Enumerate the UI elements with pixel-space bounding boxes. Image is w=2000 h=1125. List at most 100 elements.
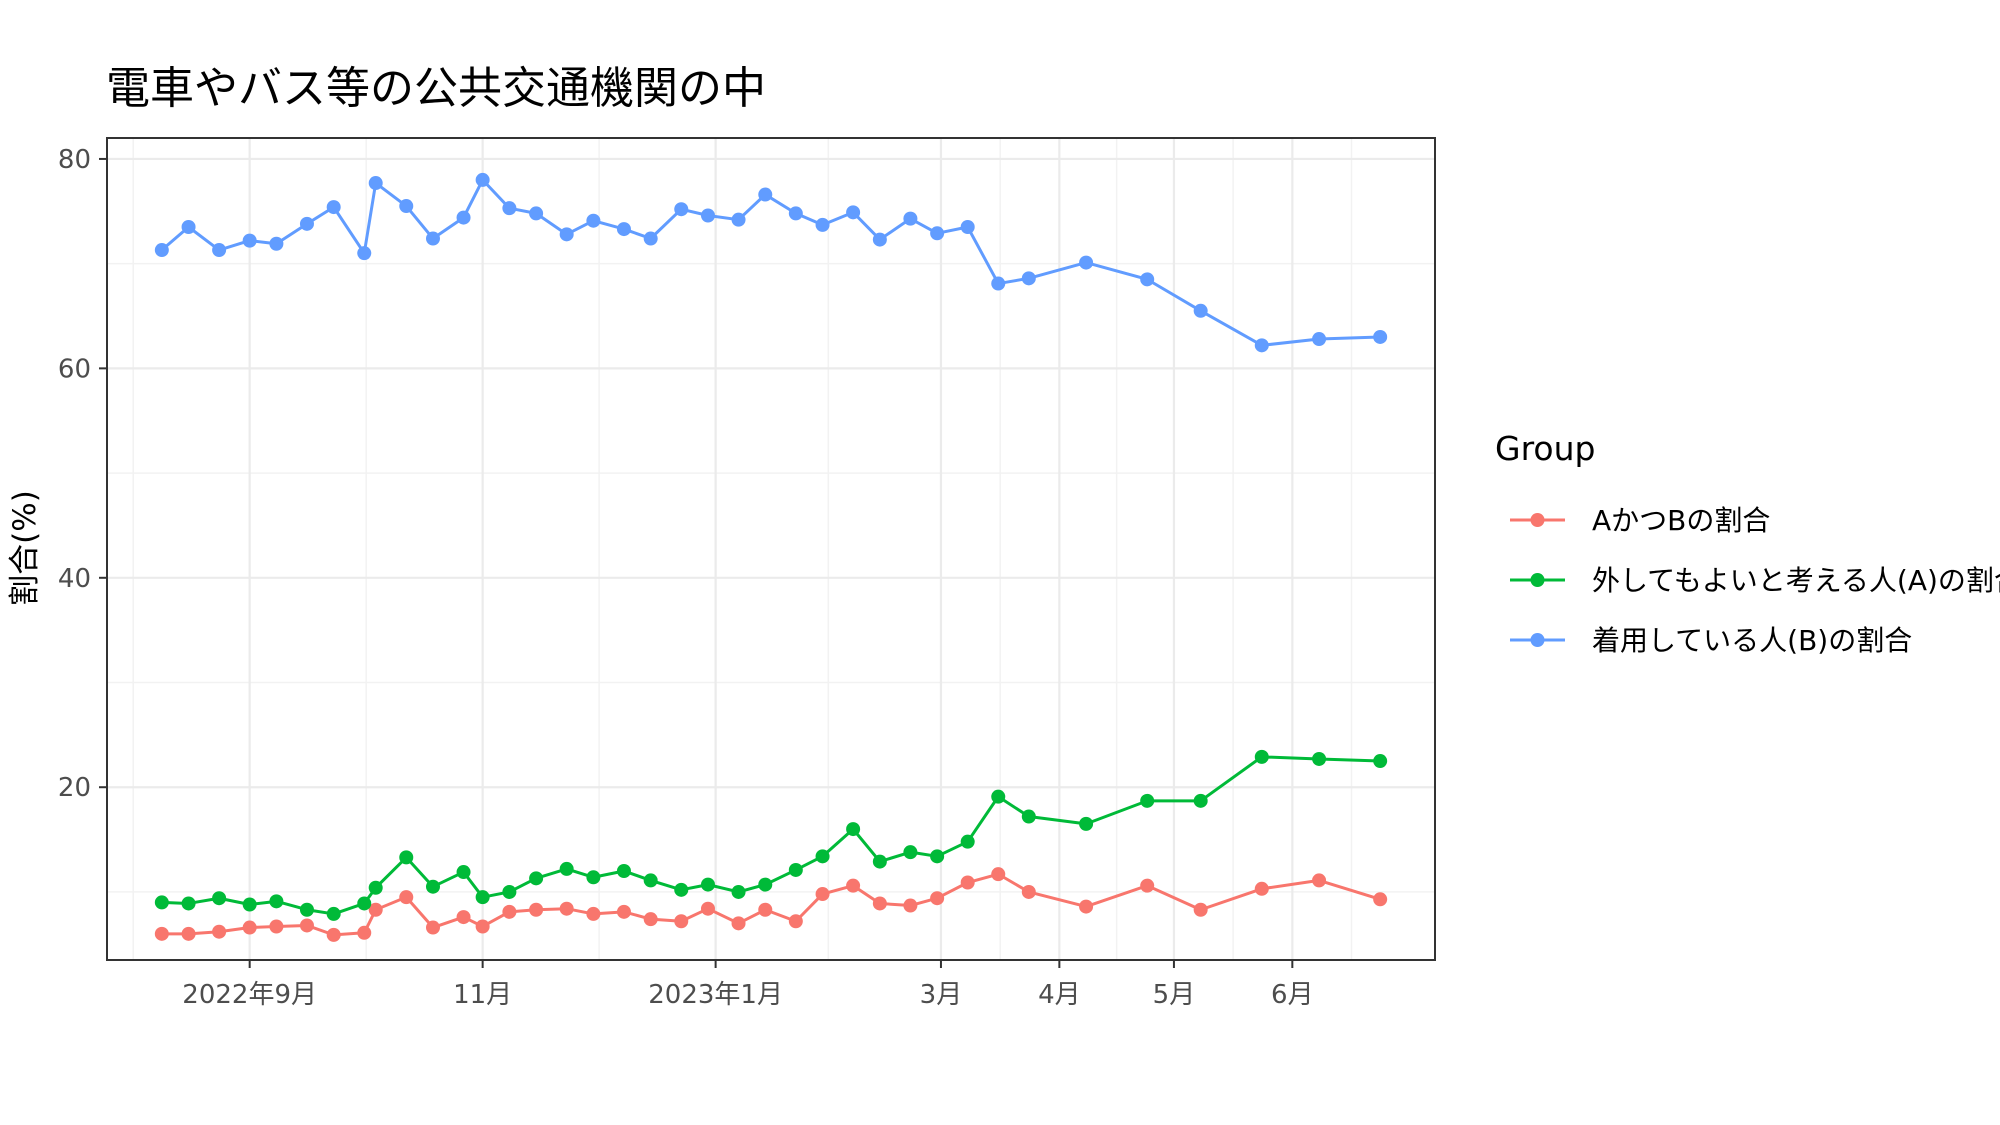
data-point <box>1140 793 1155 808</box>
legend-label-1: AかつBの割合 <box>1592 504 1770 537</box>
data-point <box>326 927 341 942</box>
legend-point-3 <box>1530 633 1545 647</box>
legend-point-2 <box>1530 573 1545 587</box>
data-point <box>872 854 887 869</box>
data-point <box>788 914 803 929</box>
data-point <box>643 873 658 888</box>
data-point <box>960 834 975 849</box>
data-point <box>758 877 773 892</box>
data-point <box>616 904 631 919</box>
data-point <box>368 176 383 191</box>
data-point <box>269 236 284 251</box>
y-tick-label: 40 <box>58 564 91 594</box>
data-point <box>1373 329 1388 344</box>
data-point <box>1021 271 1036 286</box>
data-point <box>326 906 341 921</box>
data-point <box>154 926 169 941</box>
data-point <box>991 276 1006 291</box>
legend-point-1 <box>1530 513 1545 527</box>
data-point <box>700 901 715 916</box>
data-point <box>960 220 975 235</box>
data-point <box>991 867 1006 882</box>
data-point <box>1140 272 1155 287</box>
data-point <box>529 206 544 221</box>
data-point <box>643 231 658 246</box>
data-point <box>475 172 490 187</box>
data-point <box>456 910 471 925</box>
data-point <box>357 896 372 911</box>
x-tick-label: 4月 <box>1038 980 1081 1010</box>
data-point <box>1079 816 1094 831</box>
data-point <box>242 920 257 935</box>
data-point <box>788 862 803 877</box>
data-point <box>368 880 383 895</box>
data-point <box>586 870 601 885</box>
data-point <box>846 822 861 837</box>
data-point <box>643 912 658 927</box>
data-point <box>181 926 196 941</box>
data-point <box>529 871 544 886</box>
data-point <box>930 226 945 241</box>
grid-lines <box>107 138 1435 960</box>
data-point <box>788 206 803 221</box>
data-point <box>1312 873 1327 888</box>
plot-border <box>106 137 1436 961</box>
data-point <box>269 894 284 909</box>
data-point <box>559 861 574 876</box>
data-point <box>1079 255 1094 270</box>
plot-panel <box>107 138 1435 960</box>
x-tick-label: 2023年1月 <box>648 980 783 1010</box>
data-point <box>181 896 196 911</box>
data-point <box>357 246 372 261</box>
x-tick-label: 11月 <box>453 980 512 1010</box>
data-point <box>1312 332 1327 347</box>
data-point <box>700 877 715 892</box>
data-point <box>1254 338 1269 353</box>
legend-label-3: 着用している人(B)の割合 <box>1592 624 1912 657</box>
data-point <box>586 906 601 921</box>
data-point <box>1021 884 1036 899</box>
data-point <box>1254 881 1269 896</box>
legend-title: Group <box>1495 429 1595 468</box>
data-point <box>154 895 169 910</box>
data-point <box>299 216 314 231</box>
y-axis-label: 割合(%) <box>7 490 43 606</box>
data-point <box>758 902 773 917</box>
data-point <box>559 901 574 916</box>
data-point <box>399 199 414 214</box>
data-point <box>1021 809 1036 824</box>
data-point <box>299 918 314 933</box>
x-tick-label: 6月 <box>1271 980 1314 1010</box>
data-point <box>212 891 227 906</box>
data-point <box>872 896 887 911</box>
data-point <box>1193 902 1208 917</box>
data-point <box>930 849 945 864</box>
data-point <box>502 884 517 899</box>
data-point <box>529 902 544 917</box>
data-point <box>903 845 918 860</box>
data-point <box>181 220 196 235</box>
data-point <box>846 878 861 893</box>
data-point <box>1254 749 1269 764</box>
legend: Group AかつBの割合外してもよいと考える人(A)の割合着用している人(B)… <box>1495 429 2000 657</box>
data-point <box>1079 899 1094 914</box>
data-point <box>1373 754 1388 769</box>
data-point <box>1193 793 1208 808</box>
data-point <box>1373 892 1388 907</box>
data-point <box>425 879 440 894</box>
data-point <box>399 890 414 905</box>
y-tick-label: 80 <box>58 145 91 175</box>
data-point <box>154 243 169 258</box>
y-tick-label: 20 <box>58 773 91 803</box>
data-point <box>456 210 471 225</box>
data-point <box>559 227 574 242</box>
data-point <box>475 890 490 905</box>
data-point <box>616 863 631 878</box>
data-point <box>456 865 471 880</box>
data-point <box>846 205 861 220</box>
x-tick-label: 5月 <box>1153 980 1196 1010</box>
data-point <box>357 925 372 940</box>
y-tick-label: 60 <box>58 354 91 384</box>
